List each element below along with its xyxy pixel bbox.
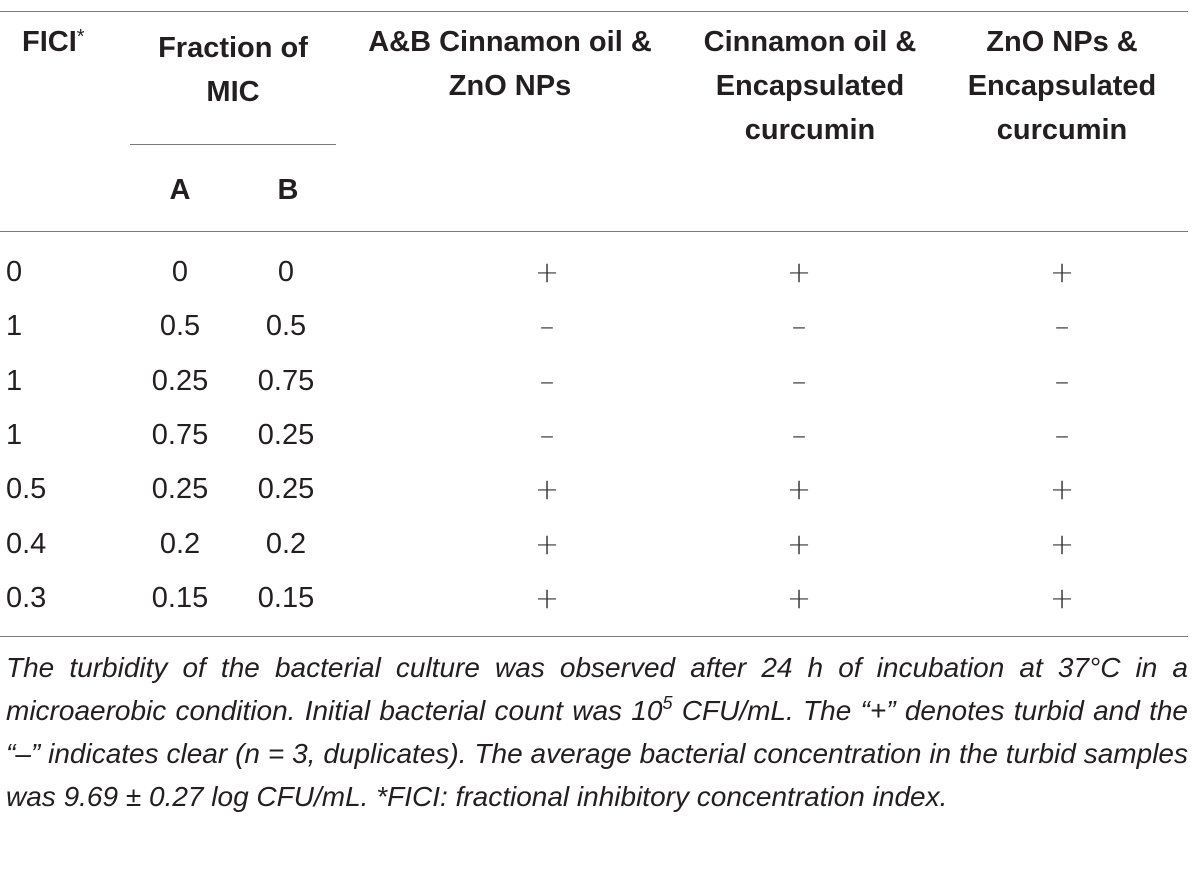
cell-fraction-b: 0.25 xyxy=(257,418,315,451)
cell-cinnamon-curcumin: + xyxy=(786,580,812,615)
cell-cinnamon-curcumin: + xyxy=(786,255,812,289)
cell-fraction-b: 0.2 xyxy=(265,527,307,560)
cell-fraction-b: 0.75 xyxy=(257,364,315,397)
cell-cinnamon-zno: – xyxy=(539,309,555,344)
header-a: A xyxy=(169,174,191,206)
cell-cinnamon-curcumin: – xyxy=(791,363,807,398)
cell-cinnamon-zno: + xyxy=(534,580,560,615)
table-top-rule xyxy=(0,11,1188,12)
cell-fici: 1 xyxy=(6,310,23,343)
cell-fraction-b: 0.5 xyxy=(265,310,307,343)
cell-cinnamon-zno: + xyxy=(534,472,560,507)
cell-fici: 0.4 xyxy=(6,527,47,560)
cell-fici: 1 xyxy=(6,364,23,397)
cell-fraction-b: 0 xyxy=(277,256,295,288)
cell-fici: 0.5 xyxy=(6,473,47,506)
cell-fraction-a: 0.75 xyxy=(151,418,209,451)
cell-fraction-b: 0.25 xyxy=(257,473,315,506)
table-header-rule xyxy=(0,231,1188,232)
table-footnote: The turbidity of the bacterial culture w… xyxy=(6,652,1188,812)
header-fici: FICI* xyxy=(22,26,85,58)
table-row: 0.5 0.25 0.25 + + + xyxy=(0,462,1188,516)
cell-cinnamon-curcumin: + xyxy=(786,472,812,507)
cell-zno-curcumin: – xyxy=(1054,309,1070,344)
table-row: 0 0 0 + + + xyxy=(0,245,1188,299)
footnote-exponent: 5 xyxy=(662,693,673,713)
cell-zno-curcumin: + xyxy=(1049,526,1075,561)
cell-fici: 0.3 xyxy=(6,581,47,614)
cell-fraction-a: 0 xyxy=(171,256,189,288)
table-row: 0.3 0.15 0.15 + + + xyxy=(0,571,1188,625)
header-b: B xyxy=(277,174,299,206)
cell-zno-curcumin: + xyxy=(1049,255,1075,289)
cell-zno-curcumin: – xyxy=(1054,417,1070,452)
header-fraction-of-mic: Fraction of MIC xyxy=(158,32,308,108)
cell-fraction-a: 0.25 xyxy=(151,473,209,506)
cell-fici: 0 xyxy=(6,256,23,288)
table-row: 1 0.25 0.75 – – – xyxy=(0,354,1188,408)
cell-fraction-b: 0.15 xyxy=(257,581,315,614)
fraction-subheader-rule xyxy=(130,144,336,145)
cell-zno-curcumin: + xyxy=(1049,472,1075,507)
table-row: 1 0.75 0.25 – – – xyxy=(0,408,1188,462)
cell-fici: 1 xyxy=(6,418,23,451)
table-bottom-rule xyxy=(0,636,1188,637)
cell-cinnamon-curcumin: – xyxy=(791,417,807,452)
cell-cinnamon-curcumin: – xyxy=(791,309,807,344)
cell-cinnamon-zno: + xyxy=(534,255,560,289)
cell-zno-curcumin: + xyxy=(1049,580,1075,615)
header-fici-asterisk: * xyxy=(76,26,85,48)
cell-cinnamon-zno: – xyxy=(539,363,555,398)
cell-cinnamon-curcumin: + xyxy=(786,526,812,561)
cell-zno-curcumin: – xyxy=(1054,363,1070,398)
cell-fraction-a: 0.15 xyxy=(151,581,209,614)
cell-cinnamon-zno: – xyxy=(539,417,555,452)
cell-cinnamon-zno: + xyxy=(534,526,560,561)
header-cinnamon-zno: A&B Cinnamon oil & ZnO NPs xyxy=(368,26,652,102)
table-row: 1 0.5 0.5 – – – xyxy=(0,299,1188,353)
table-row: 0.4 0.2 0.2 + + + xyxy=(0,517,1188,571)
cell-fraction-a: 0.5 xyxy=(159,310,201,343)
cell-fraction-a: 0.2 xyxy=(159,527,201,560)
header-cinnamon-curcumin: Cinnamon oil & Encapsulated curcumin xyxy=(703,26,917,146)
header-zno-curcumin: ZnO NPs & Encapsulated curcumin xyxy=(967,26,1157,146)
cell-fraction-a: 0.25 xyxy=(151,364,209,397)
